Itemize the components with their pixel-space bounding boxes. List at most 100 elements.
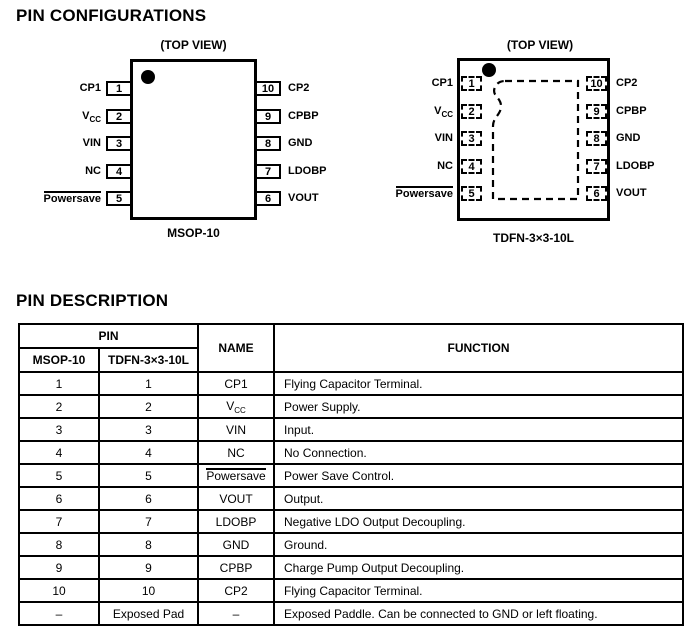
msop-pin-box-3: 3 <box>106 136 132 151</box>
cell-function: Power Supply. <box>273 394 685 419</box>
cell-tdfn-pin: 7 <box>97 509 200 534</box>
msop-pin-box-8: 8 <box>255 136 281 151</box>
table-row-8: 8 8 GND Ground. <box>18 532 685 557</box>
cell-name: NC <box>197 440 276 465</box>
msop-pin-label-vin: VIN <box>82 137 101 149</box>
cell-tdfn-pin: 1 <box>97 371 200 396</box>
pin-description-heading: PIN DESCRIPTION <box>16 291 169 310</box>
tdfn-pin-label-ldobp: LDOBP <box>616 160 655 172</box>
tdfn-pin-label-nc: NC <box>437 160 453 172</box>
cell-tdfn-pin: 8 <box>97 532 200 557</box>
msop-pin-box-4: 4 <box>106 164 132 179</box>
table-row-5: 5 5 Powersave Power Save Control. <box>18 463 685 488</box>
overlined-label: Powersave <box>43 191 101 205</box>
msop-pin1-indicator-dot <box>141 70 155 84</box>
tdfn-pin-box-7: 7 <box>586 159 607 174</box>
cell-msop-pin: 9 <box>18 555 100 580</box>
tdfn-pin-box-5: 5 <box>461 186 482 201</box>
tdfn-pin-label-vin: VIN <box>434 132 453 144</box>
tdfn-pin-label-cp1: CP1 <box>431 77 453 89</box>
vcc-subscript: CC <box>234 405 246 415</box>
msop-top-view-label: (TOP VIEW) <box>160 38 227 52</box>
msop-pin-box-6: 6 <box>255 191 281 206</box>
cell-tdfn-pin: 4 <box>97 440 200 465</box>
table-row-7: 7 7 LDOBP Negative LDO Output Decoupling. <box>18 509 685 534</box>
cell-name: VIN <box>197 417 276 442</box>
table-row-1: 1 1 CP1 Flying Capacitor Terminal. <box>18 371 685 396</box>
msop-pin-label-vout: VOUT <box>288 192 319 204</box>
cell-msop-pin: 4 <box>18 440 100 465</box>
cell-name: CPBP <box>197 555 276 580</box>
msop-pin-box-5: 5 <box>106 191 132 206</box>
pin-description-table: PIN NAME FUNCTION MSOP-10 TDFN-3×3-10L 1… <box>17 323 685 626</box>
tdfn-pin-label-vout: VOUT <box>616 187 647 199</box>
cell-msop-pin: 8 <box>18 532 100 557</box>
cell-msop-pin: 5 <box>18 463 100 488</box>
cell-tdfn-pin: 10 <box>97 578 200 603</box>
cell-name: GND <box>197 532 276 557</box>
table-header-pin: PIN <box>17 323 200 349</box>
cell-function: Exposed Paddle. Can be connected to GND … <box>273 601 685 626</box>
cell-tdfn-pin: 3 <box>97 417 200 442</box>
cell-name: – <box>197 601 276 626</box>
tdfn-top-view-label: (TOP VIEW) <box>506 38 574 52</box>
cell-msop-pin: 2 <box>18 394 100 419</box>
msop-pin-label-vcc: VCC <box>82 110 101 124</box>
overlined-label: Powersave <box>206 468 266 483</box>
tdfn-pin-label-powersave: Powersave <box>340 186 453 202</box>
msop-package-name: MSOP-10 <box>167 226 220 240</box>
table-header-tdfn: TDFN-3×3-10L <box>97 347 200 373</box>
cell-name: Powersave <box>197 463 276 488</box>
tdfn-pin-label-cp2: CP2 <box>616 77 638 89</box>
tdfn-pin-label-cpbp: CPBP <box>616 105 647 117</box>
tdfn-pin1-indicator-dot <box>482 63 496 77</box>
tdfn-pin-box-10: 10 <box>586 76 607 91</box>
cell-msop-pin: – <box>18 601 100 626</box>
cell-msop-pin: 10 <box>18 578 100 603</box>
tdfn-pin-label-vcc: VCC <box>434 105 453 119</box>
table-row-6: 6 6 VOUT Output. <box>18 486 685 511</box>
tdfn-pin-label-gnd: GND <box>616 132 641 144</box>
msop-pin-label-nc: NC <box>85 165 101 177</box>
cell-name: VCC <box>197 394 276 419</box>
cell-msop-pin: 3 <box>18 417 100 442</box>
msop-pin-label-cp1: CP1 <box>79 82 101 94</box>
cell-tdfn-pin: 5 <box>97 463 200 488</box>
table-row-3: 3 3 VIN Input. <box>18 417 685 442</box>
msop-pin-label-cpbp: CPBP <box>288 110 319 122</box>
msop-pin-box-2: 2 <box>106 109 132 124</box>
msop-pin-box-1: 1 <box>106 81 132 96</box>
msop-pin-label-cp2: CP2 <box>288 82 310 94</box>
cell-name: CP1 <box>197 371 276 396</box>
vcc-subscript: CC <box>89 115 101 124</box>
tdfn-pin-box-9: 9 <box>586 104 607 119</box>
tdfn-pin-box-6: 6 <box>586 186 607 201</box>
cell-function: Negative LDO Output Decoupling. <box>273 509 685 534</box>
tdfn-pin-box-1: 1 <box>461 76 482 91</box>
cell-tdfn-pin: 9 <box>97 555 200 580</box>
tdfn-package-name: TDFN-3×3-10L <box>492 231 575 245</box>
cell-tdfn-pin: Exposed Pad <box>97 601 200 626</box>
table-row-9: 9 9 CPBP Charge Pump Output Decoupling. <box>18 555 685 580</box>
cell-function: Output. <box>273 486 685 511</box>
cell-function: Input. <box>273 417 685 442</box>
cell-tdfn-pin: 2 <box>97 394 200 419</box>
cell-name: CP2 <box>197 578 276 603</box>
msop-pin-box-10: 10 <box>255 81 281 96</box>
pin-configurations-heading: PIN CONFIGURATIONS <box>16 6 207 25</box>
table-row-4: 4 4 NC No Connection. <box>18 440 685 465</box>
tdfn-exposed-pad-outline <box>491 79 580 201</box>
tdfn-pin-box-3: 3 <box>461 131 482 146</box>
tdfn-package-body <box>457 58 610 221</box>
msop-pin-label-gnd: GND <box>288 137 313 149</box>
cell-function: No Connection. <box>273 440 685 465</box>
cell-tdfn-pin: 6 <box>97 486 200 511</box>
tdfn-pin-box-2: 2 <box>461 104 482 119</box>
tdfn-pin-box-8: 8 <box>586 131 607 146</box>
cell-name: VOUT <box>197 486 276 511</box>
cell-msop-pin: 1 <box>18 371 100 396</box>
msop-pin-label-ldobp: LDOBP <box>288 165 327 177</box>
msop-pin-label-powersave: Powersave <box>0 191 101 207</box>
table-row-11: – Exposed Pad – Exposed Paddle. Can be conn… <box>18 601 685 626</box>
msop-pin-box-9: 9 <box>255 109 281 124</box>
